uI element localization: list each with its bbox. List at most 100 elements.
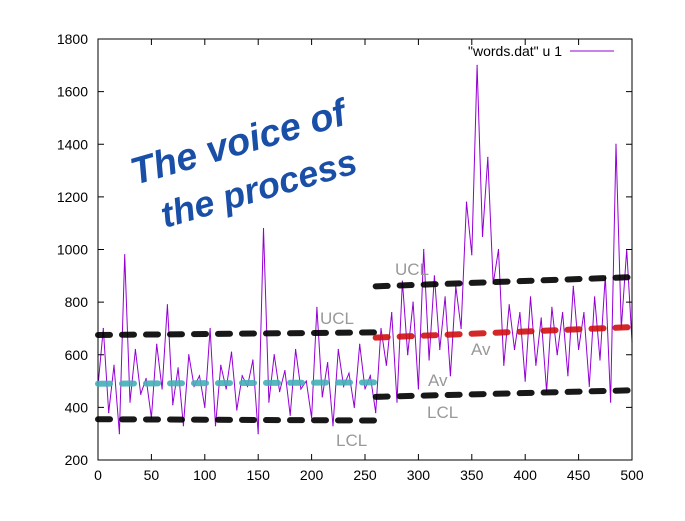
data-point [220, 364, 222, 366]
data-point [407, 354, 409, 356]
data-point [241, 375, 243, 377]
y-tick-label: 1800 [57, 31, 88, 47]
data-point [204, 406, 206, 408]
x-tick-label: 300 [407, 467, 431, 483]
data-point [583, 312, 585, 314]
data-point [481, 235, 484, 237]
legend: "words.dat" u 1 [468, 43, 614, 59]
y-tick-label: 600 [65, 347, 89, 363]
data-point [177, 367, 179, 369]
data-point [198, 375, 201, 377]
data-point [294, 348, 297, 351]
data-point [380, 327, 382, 330]
data-point [594, 296, 596, 298]
data-point [278, 390, 281, 393]
data-point [113, 364, 115, 366]
lcl-label-2: LCL [427, 403, 458, 422]
data-point [161, 388, 163, 390]
data-point [572, 285, 574, 287]
data-point [375, 412, 377, 414]
data-point [561, 312, 564, 314]
data-point [225, 388, 227, 390]
data-point [108, 412, 110, 414]
data-point [166, 304, 169, 306]
x-tick-label: 400 [514, 467, 538, 483]
x-tick-label: 350 [460, 467, 484, 483]
data-point [230, 351, 233, 353]
data-point [262, 227, 265, 230]
lcl-line-1 [95, 416, 379, 424]
data-point [476, 64, 478, 66]
data-point [540, 317, 542, 319]
lcl-label-1: LCL [336, 431, 367, 450]
data-point [369, 375, 371, 377]
data-point [305, 380, 307, 382]
lcl-line-2 [372, 387, 635, 400]
data-point [348, 372, 350, 374]
data-point [129, 401, 131, 403]
average-line-1 [95, 379, 379, 387]
data-point [471, 254, 473, 256]
data-point [497, 248, 500, 251]
data-point [551, 306, 553, 308]
x-tick-label: 500 [620, 467, 644, 483]
data-point [118, 433, 120, 435]
ucl-label-2: UCL [395, 260, 429, 279]
data-point [444, 296, 446, 298]
data-point [385, 364, 387, 366]
data-point [236, 409, 238, 411]
data-point [257, 433, 259, 435]
data-point [567, 375, 569, 377]
y-tick-label: 400 [65, 399, 89, 415]
y-tick-label: 1600 [57, 84, 88, 100]
data-point [529, 296, 532, 298]
ucl-line-2 [372, 274, 635, 290]
data-point [332, 425, 334, 427]
data-point [327, 362, 329, 364]
data-point [359, 343, 361, 345]
y-tick-label: 800 [65, 294, 89, 310]
data-point [503, 364, 505, 366]
data-point [428, 359, 430, 361]
data-point [134, 348, 136, 351]
data-point [519, 312, 521, 314]
data-point [316, 306, 318, 308]
x-tick-label: 0 [94, 467, 102, 483]
x-tick-label: 100 [193, 467, 217, 483]
data-series-line [97, 65, 633, 434]
data-point [588, 385, 590, 387]
ucl-line-1 [95, 329, 379, 339]
av-label-2: Av [471, 340, 491, 359]
legend-label: "words.dat" u 1 [468, 43, 562, 59]
data-point [145, 377, 147, 380]
data-point [172, 404, 174, 406]
data-point [615, 143, 617, 145]
data-point [182, 425, 185, 427]
x-tick-label: 200 [300, 467, 324, 483]
data-point [391, 312, 393, 314]
data-point [535, 364, 537, 366]
y-tick-label: 200 [65, 452, 89, 468]
data-point [343, 385, 345, 387]
data-point [417, 388, 419, 390]
y-tick-label: 1000 [57, 242, 88, 258]
data-point [433, 275, 436, 277]
x-tick-label: 50 [144, 467, 160, 483]
data-point [268, 401, 270, 403]
data-point [508, 304, 510, 306]
data-point [252, 359, 254, 361]
limit-labels: UCL LCL UCL Av Av LCL [320, 260, 491, 450]
data-point [513, 348, 516, 351]
data-point [289, 414, 291, 416]
x-tick-label: 150 [247, 467, 271, 483]
data-point [273, 354, 275, 356]
av-label-1: Av [428, 371, 448, 390]
data-point [524, 380, 526, 382]
data-point [396, 401, 398, 403]
data-point [465, 201, 468, 203]
data-point [610, 401, 612, 403]
data-point [102, 327, 104, 330]
x-tick-label: 450 [567, 467, 591, 483]
plot-frame [97, 38, 633, 461]
data-point [599, 359, 601, 361]
